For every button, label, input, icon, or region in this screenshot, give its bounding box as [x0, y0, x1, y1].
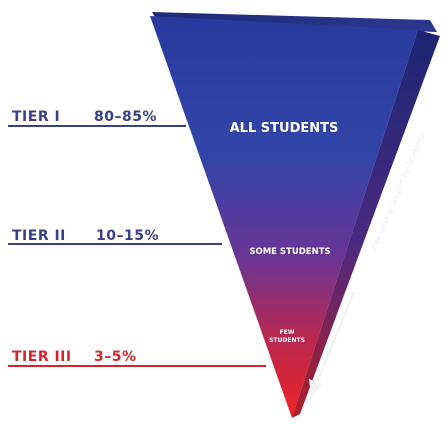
tier-3-label: TIER III: [12, 349, 72, 365]
funnel-side-face: [292, 30, 440, 418]
funnel-top-face: [152, 12, 437, 32]
tier-1-label: TIER I: [12, 109, 60, 125]
tier-2-label: TIER II: [12, 228, 66, 244]
band-some-students: SOME STUDENTS: [249, 247, 330, 257]
intensifying-arrow-head: [309, 379, 323, 396]
funnel-front-face: [150, 16, 418, 418]
band-all-students: ALL STUDENTS: [230, 121, 339, 136]
intensifying-arrow-line: [315, 291, 356, 383]
band-few-students-line2: STUDENTS: [269, 337, 305, 344]
tier-1-percent: 80–85%: [94, 109, 157, 125]
tier-3-percent: 3–5%: [94, 349, 137, 365]
band-few-students-line1: FEW: [280, 329, 295, 336]
tier-2-percent: 10–15%: [96, 228, 159, 244]
